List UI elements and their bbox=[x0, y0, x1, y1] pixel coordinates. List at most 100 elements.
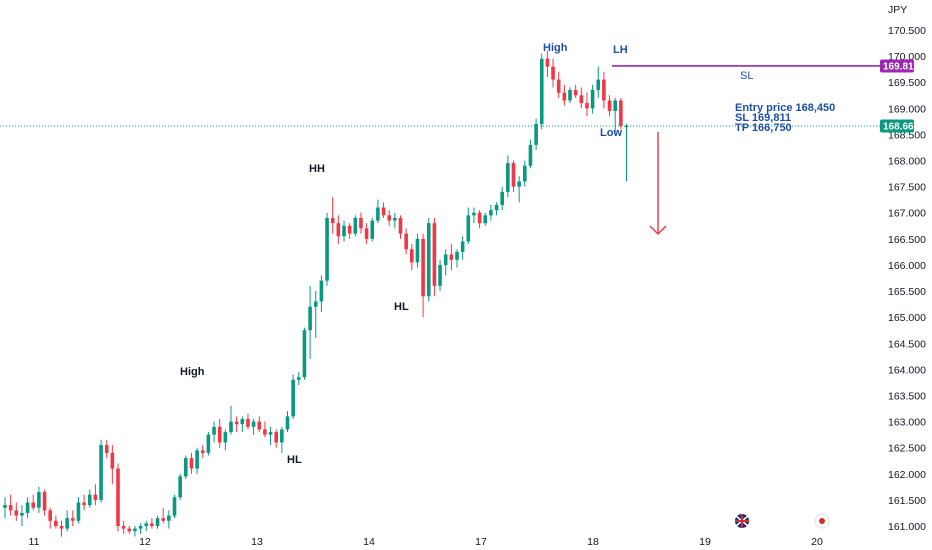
price-tick-label: 161.500 bbox=[888, 495, 926, 507]
candle-body bbox=[133, 528, 137, 532]
candle-body bbox=[342, 225, 346, 237]
candle-body bbox=[432, 223, 437, 286]
candle-body bbox=[251, 421, 256, 427]
price-tick-label: 166.500 bbox=[888, 234, 926, 246]
price-tick-label: 162.000 bbox=[888, 469, 926, 481]
candle-body bbox=[347, 225, 352, 234]
candle-body bbox=[189, 458, 194, 469]
candle-body bbox=[539, 58, 544, 124]
time-tick-label: 13 bbox=[251, 536, 263, 548]
annotation-hl-1: HL bbox=[287, 454, 302, 466]
price-tick-label: 163.000 bbox=[888, 417, 926, 429]
candle-body bbox=[472, 212, 476, 216]
price-tick-label: 162.500 bbox=[888, 443, 926, 455]
candle-body bbox=[359, 217, 363, 229]
candle-body bbox=[619, 100, 623, 127]
candle-body bbox=[483, 215, 488, 224]
candle-body bbox=[607, 100, 612, 111]
candle-body bbox=[302, 330, 307, 378]
price-tick-label: 167.000 bbox=[888, 208, 926, 220]
price-tick-label: 163.500 bbox=[888, 390, 926, 402]
candle-body bbox=[127, 528, 132, 532]
time-tick-label: 18 bbox=[587, 536, 599, 548]
annotation-low: Low bbox=[600, 127, 622, 139]
candles-layer bbox=[3, 50, 629, 537]
japan-flag-icon[interactable] bbox=[814, 513, 830, 529]
candle-body bbox=[8, 505, 13, 511]
candle-body bbox=[172, 497, 177, 516]
candle-body bbox=[415, 238, 420, 263]
candle-body bbox=[240, 418, 245, 425]
candle-body bbox=[590, 90, 595, 109]
candle-body bbox=[517, 181, 521, 187]
candle-body bbox=[280, 429, 284, 443]
candle-body bbox=[421, 238, 425, 297]
annotation-sl: SL bbox=[740, 70, 753, 82]
candle-body bbox=[364, 228, 369, 239]
candle-body bbox=[506, 163, 510, 192]
down-arrow-icon bbox=[649, 132, 667, 235]
currency-label: JPY bbox=[888, 4, 907, 16]
price-axis[interactable]: 170.500170.000169.500169.000168.500168.0… bbox=[888, 25, 926, 533]
candle-body bbox=[370, 220, 375, 239]
candle-body bbox=[410, 249, 414, 263]
price-tick-label: 169.000 bbox=[888, 103, 926, 115]
candle-body bbox=[234, 421, 239, 425]
time-tick-label: 20 bbox=[811, 536, 823, 548]
candle-body bbox=[393, 217, 397, 221]
candle-body bbox=[579, 95, 584, 104]
candle-body bbox=[20, 512, 24, 516]
candle-body bbox=[59, 526, 64, 529]
candle-body bbox=[313, 301, 318, 307]
candle-body bbox=[65, 518, 69, 529]
candle-body bbox=[42, 492, 47, 511]
candle-body bbox=[319, 280, 324, 302]
candle-body bbox=[297, 377, 301, 380]
price-tick-label: 167.500 bbox=[888, 182, 926, 194]
candle-body bbox=[138, 526, 143, 529]
candle-body bbox=[116, 468, 120, 526]
candle-body bbox=[76, 502, 81, 521]
time-axis[interactable]: 11 12 13 14 17 18 19 20 bbox=[29, 536, 823, 548]
annotation-sl-text: SL 169,811 bbox=[735, 112, 791, 124]
candle-body bbox=[155, 518, 160, 526]
price-tick-label: 169.500 bbox=[888, 77, 926, 89]
candle-body bbox=[223, 432, 228, 443]
time-tick-label: 19 bbox=[699, 536, 711, 548]
candle-body bbox=[426, 223, 431, 297]
candle-body bbox=[404, 233, 408, 250]
candle-body bbox=[195, 450, 199, 469]
candle-body bbox=[551, 66, 555, 80]
annotation-tp-text: TP 166,750 bbox=[735, 122, 792, 134]
candle-body bbox=[511, 163, 516, 187]
candle-body bbox=[568, 90, 572, 101]
time-tick-label: 12 bbox=[139, 536, 151, 548]
candle-body bbox=[99, 445, 103, 500]
candle-body bbox=[438, 264, 442, 286]
candle-body bbox=[144, 523, 149, 526]
uk-flag-icon[interactable] bbox=[735, 514, 749, 528]
candle-body bbox=[184, 458, 188, 477]
candle-body bbox=[500, 191, 504, 205]
svg-text:169.811: 169.811 bbox=[883, 61, 919, 72]
annotation-lh: LH bbox=[613, 44, 628, 56]
price-tick-label: 161.000 bbox=[888, 521, 926, 533]
price-tick-label: 168.000 bbox=[888, 156, 926, 168]
candle-body bbox=[150, 523, 154, 526]
candle-body bbox=[14, 510, 19, 516]
price-tick-label: 164.000 bbox=[888, 364, 926, 376]
candle-body bbox=[246, 418, 250, 427]
price-tick-label: 166.000 bbox=[888, 260, 926, 272]
candle-body bbox=[206, 434, 211, 453]
candle-body bbox=[556, 79, 561, 93]
candle-body bbox=[624, 126, 629, 128]
candle-body bbox=[217, 426, 222, 443]
candle-body bbox=[178, 476, 182, 498]
candle-body bbox=[573, 90, 578, 96]
candle-body bbox=[121, 526, 126, 529]
candle-body bbox=[353, 217, 358, 234]
candle-body bbox=[87, 494, 92, 506]
candle-body bbox=[110, 452, 115, 469]
candle-body bbox=[212, 426, 216, 435]
